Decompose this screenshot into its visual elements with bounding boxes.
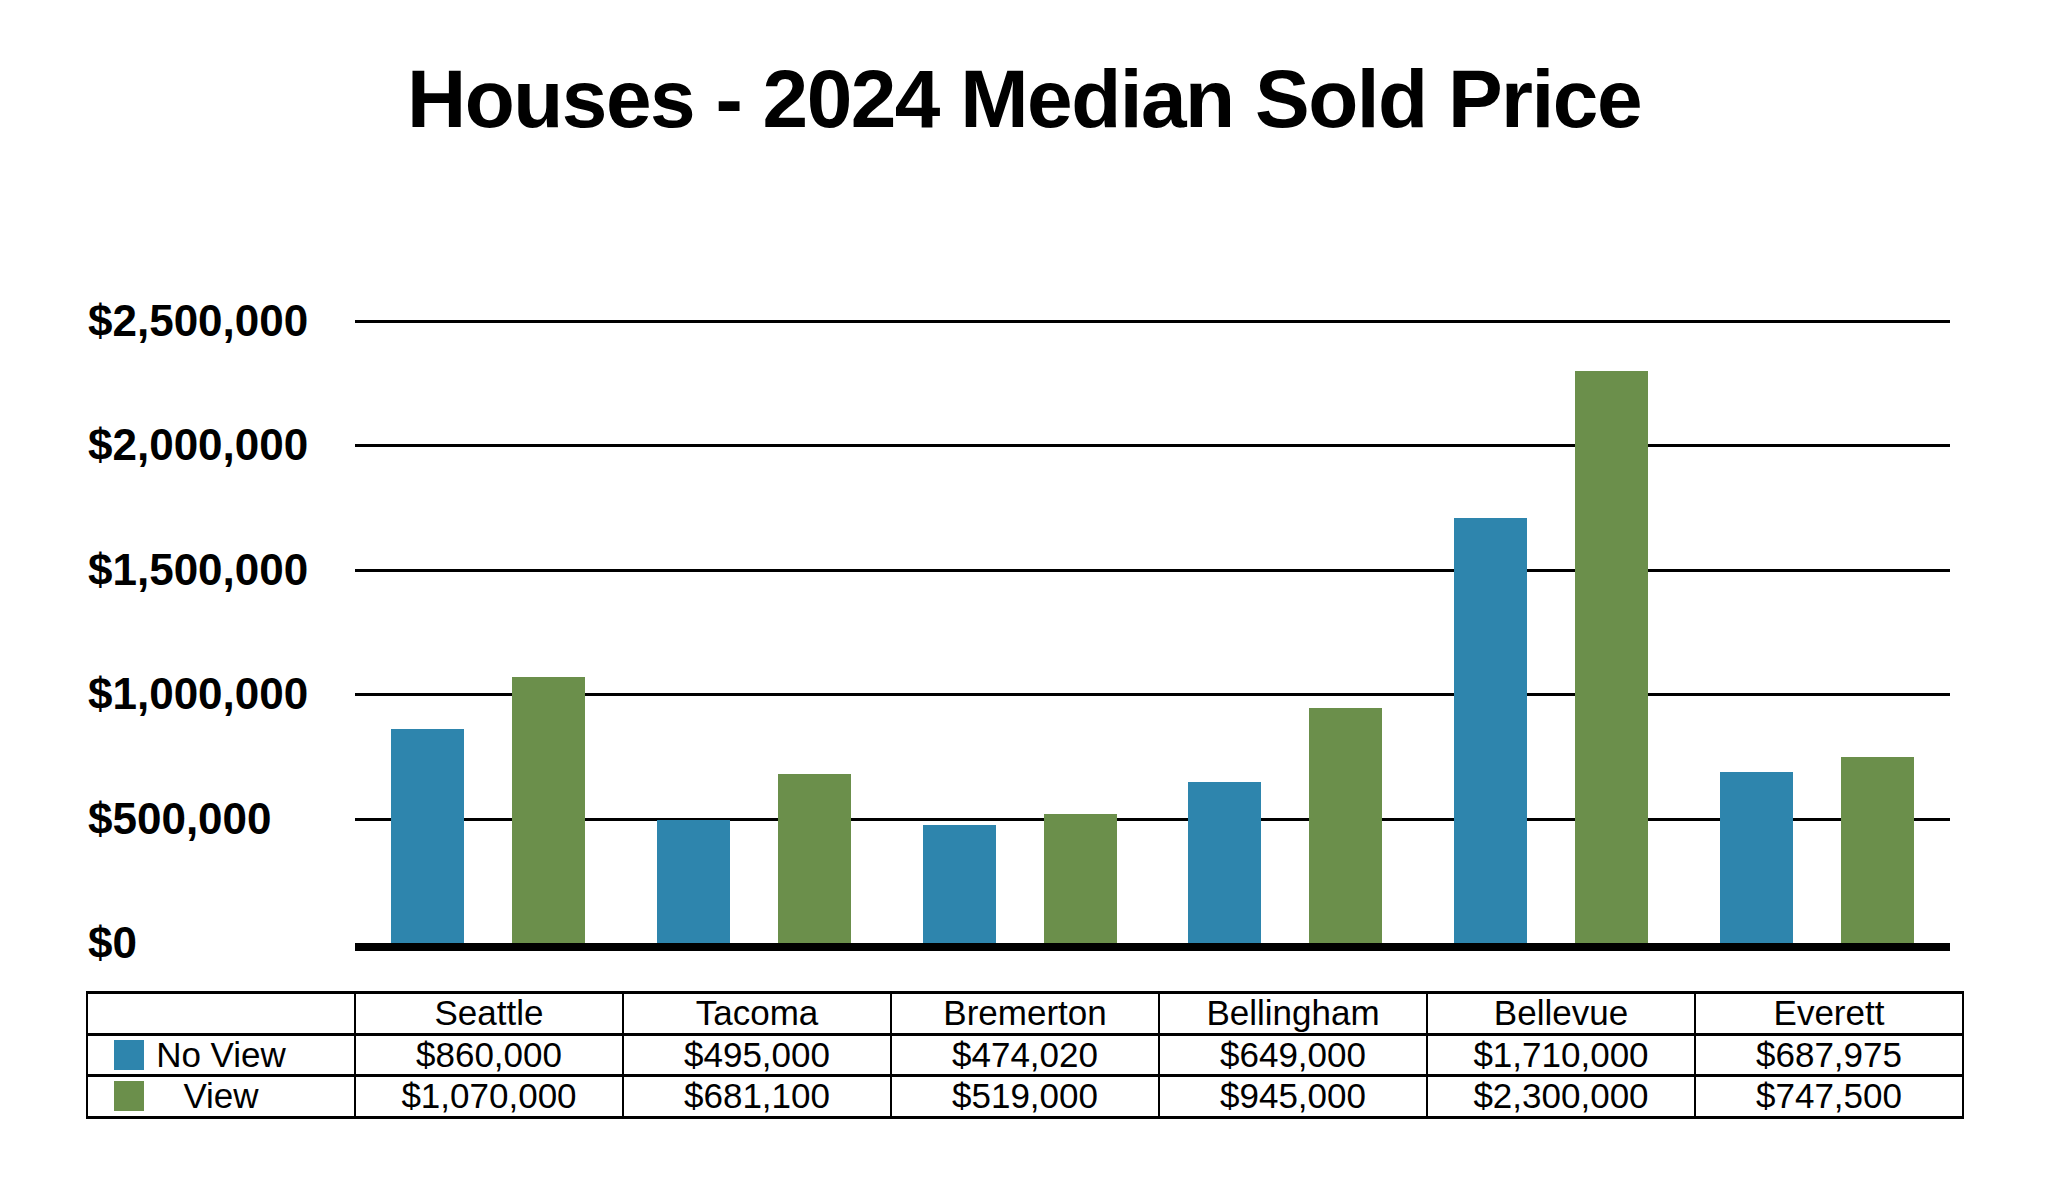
legend-cell-view: View [87, 1076, 355, 1118]
table-header-cell-seattle: Seattle [355, 993, 623, 1035]
bar-group-bellevue [1418, 321, 1684, 943]
bar-group-bremerton [887, 321, 1153, 943]
bar-view-seattle [512, 677, 585, 943]
bar-no-view-seattle [391, 729, 464, 943]
plot-area [355, 321, 1950, 951]
table-cell-no-view-everett: $687,975 [1695, 1034, 1963, 1076]
table-corner-cell [87, 993, 355, 1035]
table-row-no-view: No View$860,000$495,000$474,020$649,000$… [87, 1034, 1963, 1076]
bar-view-bellevue [1575, 371, 1648, 943]
legend-swatch-view [114, 1081, 144, 1111]
bar-no-view-bremerton [923, 825, 996, 943]
y-tick-label: $1,000,000 [88, 669, 308, 719]
table-cell-no-view-bellevue: $1,710,000 [1427, 1034, 1695, 1076]
bar-view-bremerton [1044, 814, 1117, 943]
bar-group-seattle [355, 321, 621, 943]
legend-label: View [183, 1076, 258, 1115]
table-header-cell-tacoma: Tacoma [623, 993, 891, 1035]
table-header-cell-bellevue: Bellevue [1427, 993, 1695, 1035]
table-cell-no-view-bremerton: $474,020 [891, 1034, 1159, 1076]
bar-group-tacoma [621, 321, 887, 943]
table-row-view: View $1,070,000$681,100$519,000$945,000$2… [87, 1076, 1963, 1118]
bar-group-everett [1684, 321, 1950, 943]
bar-view-everett [1841, 757, 1914, 943]
table-body: No View$860,000$495,000$474,020$649,000$… [87, 1034, 1963, 1117]
legend-cell-no-view: No View [87, 1034, 355, 1076]
y-tick-label: $2,500,000 [88, 296, 308, 346]
y-tick-label: $1,500,000 [88, 545, 308, 595]
table-cell-no-view-bellingham: $649,000 [1159, 1034, 1427, 1076]
bar-group-bellingham [1152, 321, 1418, 943]
table-cell-view-seattle: $1,070,000 [355, 1076, 623, 1118]
bar-no-view-bellevue [1454, 518, 1527, 943]
bar-view-tacoma [778, 774, 851, 943]
table-cell-no-view-seattle: $860,000 [355, 1034, 623, 1076]
chart-page: Houses - 2024 Median Sold Price $2,500,0… [0, 0, 2048, 1204]
bar-view-bellingham [1309, 708, 1382, 943]
data-table: SeattleTacomaBremertonBellinghamBellevue… [86, 991, 1964, 1119]
legend-swatch-no-view [114, 1040, 144, 1070]
table-cell-view-bremerton: $519,000 [891, 1076, 1159, 1118]
table-header-cell-bremerton: Bremerton [891, 993, 1159, 1035]
table-cell-view-bellingham: $945,000 [1159, 1076, 1427, 1118]
table-cell-no-view-tacoma: $495,000 [623, 1034, 891, 1076]
table-cell-view-tacoma: $681,100 [623, 1076, 891, 1118]
bar-no-view-bellingham [1188, 782, 1261, 943]
table-header-cell-everett: Everett [1695, 993, 1963, 1035]
y-tick-label: $2,000,000 [88, 420, 308, 470]
table-header: SeattleTacomaBremertonBellinghamBellevue… [87, 993, 1963, 1035]
table-cell-view-bellevue: $2,300,000 [1427, 1076, 1695, 1118]
bar-no-view-everett [1720, 772, 1793, 943]
bar-no-view-tacoma [657, 820, 730, 943]
table-header-row: SeattleTacomaBremertonBellinghamBellevue… [87, 993, 1963, 1035]
table-header-cell-bellingham: Bellingham [1159, 993, 1427, 1035]
y-tick-label: $500,000 [88, 794, 272, 844]
legend-label: No View [156, 1035, 286, 1074]
bar-series-container [355, 321, 1950, 943]
y-tick-label: $0 [88, 918, 137, 968]
table-cell-view-everett: $747,500 [1695, 1076, 1963, 1118]
